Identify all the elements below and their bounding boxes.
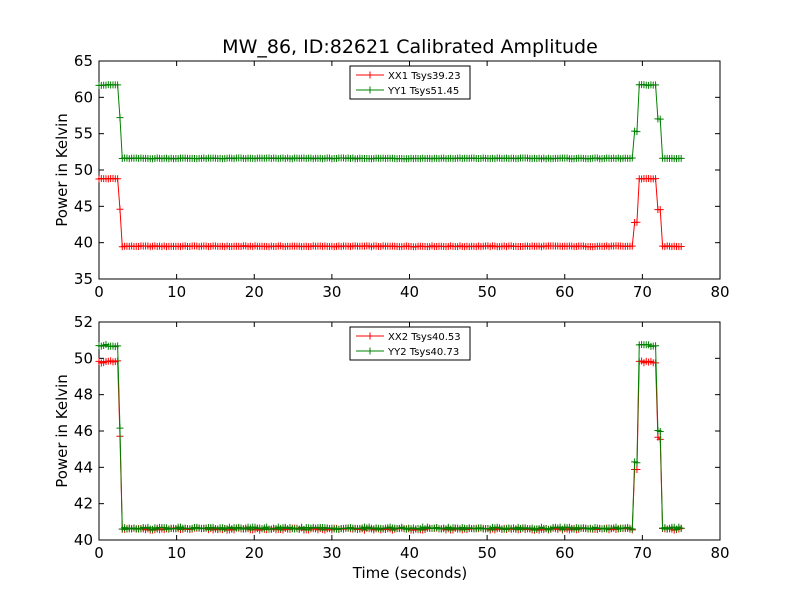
y-axis-label-top: Power in Kelvin (53, 113, 71, 227)
data-point-0-0-241 (656, 206, 664, 214)
series-markers-0-1 (95, 81, 685, 163)
x-tick-label-1-3: 30 (322, 544, 341, 562)
legend-label-1-1: YY2 Tsys40.73 (387, 347, 459, 358)
y-tick-label-0-4: 55 (74, 125, 93, 143)
y-tick-label-1-6: 52 (74, 313, 93, 331)
x-tick-label-0-5: 50 (478, 283, 497, 301)
y-tick-label-1-5: 50 (74, 349, 93, 367)
x-tick-label-1-0: 0 (94, 544, 104, 562)
series-markers-1-1 (95, 341, 685, 533)
data-point-0-1-229 (628, 154, 636, 162)
x-tick-label-1-1: 10 (167, 544, 186, 562)
data-point-0-0-250 (677, 243, 685, 251)
data-point-0-1-231 (633, 128, 641, 136)
x-tick-label-0-6: 60 (555, 283, 574, 301)
x-tick-label-0-3: 30 (322, 283, 341, 301)
x-tick-label-0-0: 0 (94, 283, 104, 301)
x-tick-label-0-8: 80 (710, 283, 729, 301)
data-point-0-0-231 (633, 218, 641, 226)
data-point-0-0-239 (652, 175, 660, 183)
data-point-0-1-239 (652, 81, 660, 89)
data-point-0-0-9 (116, 205, 124, 213)
series-line-1-0 (98, 360, 682, 531)
y-tick-label-0-6: 65 (74, 52, 93, 70)
y-axis-label-bottom: Power in Kelvin (53, 374, 71, 488)
data-point-1-1-241 (656, 428, 664, 435)
chart-title: MW_86, ID:82621 Calibrated Amplitude (222, 36, 598, 58)
x-tick-label-1-7: 70 (633, 544, 652, 562)
series-line-1-1 (98, 343, 682, 530)
data-point-1-1-9 (116, 424, 124, 432)
data-point-1-1-8 (114, 342, 122, 350)
data-point-1-1-239 (652, 342, 660, 350)
y-tick-label-1-2: 44 (74, 458, 93, 476)
legend-label-1-0: XX2 Tsys40.53 (388, 332, 461, 343)
data-point-1-1-250 (677, 524, 685, 532)
x-tick-label-1-4: 40 (400, 544, 419, 562)
y-tick-label-0-5: 60 (74, 88, 93, 106)
y-tick-label-0-0: 35 (74, 270, 93, 288)
y-tick-label-1-1: 42 (74, 495, 93, 513)
y-tick-label-1-4: 48 (74, 386, 93, 404)
y-tick-label-1-0: 40 (74, 531, 93, 549)
x-tick-label-1-5: 50 (478, 544, 497, 562)
x-tick-label-1-2: 20 (245, 544, 264, 562)
data-point-1-1-229 (628, 525, 636, 533)
y-tick-label-0-3: 50 (74, 161, 93, 179)
x-axis-label: Time (seconds) (352, 564, 468, 582)
x-tick-label-0-7: 70 (633, 283, 652, 301)
data-point-0-1-9 (116, 114, 124, 122)
y-tick-label-0-1: 40 (74, 234, 93, 252)
series-line-0-0 (98, 177, 682, 248)
legend-marker-1-1 (366, 347, 374, 355)
legend-marker-0-0 (366, 71, 374, 79)
legend-marker-1-0 (366, 332, 374, 340)
data-point-0-1-250 (677, 154, 685, 162)
x-tick-label-1-6: 60 (555, 544, 574, 562)
series-markers-1-0 (95, 357, 685, 534)
legend-label-0-0: XX1 Tsys39.23 (388, 71, 461, 82)
y-tick-label-0-2: 45 (74, 197, 93, 215)
data-point-0-1-241 (656, 115, 664, 123)
legend-label-0-1: YY1 Tsys51.45 (387, 86, 459, 97)
data-point-1-1-231 (633, 459, 641, 467)
x-tick-label-0-2: 20 (245, 283, 264, 301)
data-point-0-0-229 (628, 242, 636, 250)
legend-marker-0-1 (366, 86, 374, 94)
x-tick-label-0-1: 10 (167, 283, 186, 301)
y-tick-label-1-3: 46 (74, 422, 93, 440)
x-tick-label-0-4: 40 (400, 283, 419, 301)
data-point-0-0-8 (114, 175, 122, 183)
series-markers-0-0 (95, 174, 685, 251)
x-tick-label-1-8: 80 (710, 544, 729, 562)
data-point-0-1-8 (114, 81, 122, 89)
